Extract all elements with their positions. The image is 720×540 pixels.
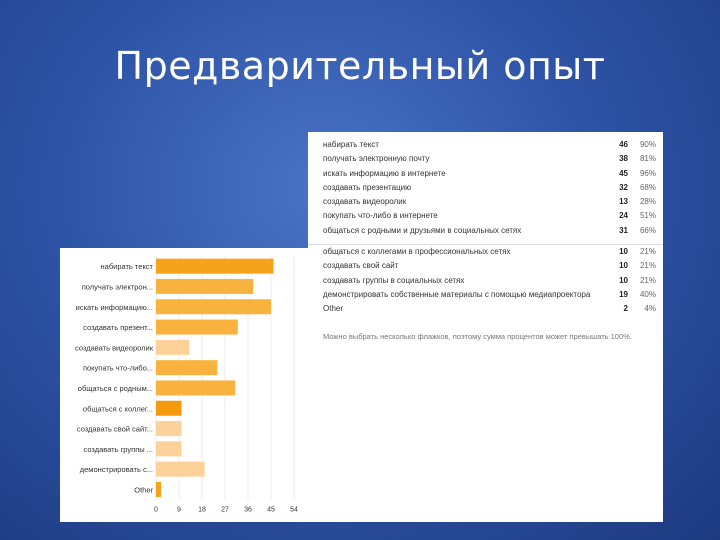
x-tick-label: 45	[267, 507, 275, 514]
y-tick-label: Other	[134, 485, 153, 494]
bar-chart: набирать текст получать электрон... искать…	[75, 256, 298, 514]
bar	[156, 400, 182, 416]
bar	[156, 441, 182, 457]
table-row: Other 2 4%	[308, 302, 663, 316]
row-percent: 81%	[639, 154, 656, 164]
row-count: 38	[619, 154, 628, 164]
row-count: 46	[619, 140, 628, 149]
bar	[156, 421, 182, 437]
y-tick-label: создавать презент...	[83, 323, 153, 332]
y-tick-label: общаться с коллег...	[83, 404, 153, 413]
row-label: искать информацию в интернете	[323, 168, 446, 178]
row-label: покупать что-либо в интернете	[323, 211, 438, 221]
row-count: 32	[619, 182, 628, 192]
bar	[156, 299, 271, 315]
row-label: Other	[323, 304, 344, 314]
row-percent: 4%	[644, 304, 656, 314]
row-percent: 21%	[639, 261, 656, 271]
x-tick-label: 9	[177, 507, 181, 514]
row-count: 10	[619, 247, 628, 257]
row-count: 31	[619, 225, 628, 235]
row-count: 19	[619, 289, 628, 299]
row-label: создавать видеоролик	[323, 197, 407, 207]
bar	[156, 258, 274, 274]
row-label: создавать презентацию	[323, 182, 412, 192]
row-count: 24	[619, 211, 628, 221]
y-tick-label: создавать группы ...	[84, 445, 154, 454]
table-row: создавать свой сайт 10 21%	[308, 259, 663, 273]
table-row: общаться с коллегами в профессиональных …	[308, 244, 663, 259]
row-percent: 68%	[639, 182, 656, 192]
x-tick-label: 54	[290, 507, 298, 514]
x-tick-label: 18	[198, 507, 206, 514]
x-tick-label: 0	[154, 507, 158, 514]
row-label: демонстрировать собственные материалы с …	[323, 289, 591, 299]
table-row: создавать группы в социальных сетях 10 21%	[308, 274, 663, 288]
x-tick-label: 36	[244, 507, 252, 514]
row-count: 10	[619, 261, 628, 271]
y-tick-label: создавать видеоролик	[75, 343, 154, 352]
row-percent: 90%	[639, 140, 656, 149]
row-percent: 21%	[639, 247, 656, 257]
row-label: создавать группы в социальных сетях	[323, 275, 465, 285]
y-tick-label: общаться с родным...	[78, 384, 153, 393]
bar	[156, 380, 236, 396]
row-label: создавать свой сайт	[323, 261, 399, 271]
x-tick-label: 27	[221, 507, 229, 514]
table-row: искать информацию в интернете 45 96%	[308, 167, 663, 181]
bar-chart-panel: набирать текст получать электрон... искать…	[60, 248, 308, 522]
row-label: общаться с коллегами в профессиональных …	[323, 247, 511, 257]
row-count: 10	[619, 275, 628, 285]
results-table: набирать текст 46 90% получать электронную …	[308, 138, 663, 317]
row-percent: 40%	[639, 289, 656, 299]
y-tick-label: получать электрон...	[82, 282, 153, 291]
bar	[156, 319, 238, 335]
row-label: получать электронную почту	[323, 154, 430, 164]
slide-title: Предварительный опыт	[114, 44, 606, 88]
row-count: 2	[623, 304, 628, 314]
row-label: набирать текст	[323, 140, 379, 149]
bar	[156, 481, 162, 497]
table-row: общаться с родными и друзьями в социальн…	[308, 224, 663, 238]
y-tick-label: набирать текст	[101, 262, 154, 271]
table-row: получать электронную почту 38 81%	[308, 152, 663, 166]
table-row: создавать презентацию 32 68%	[308, 181, 663, 195]
y-tick-label: демонстрировать с...	[80, 465, 153, 474]
table-row: демонстрировать собственные материалы с …	[308, 288, 663, 302]
row-count: 13	[619, 197, 628, 207]
y-tick-label: создавать свой сайт...	[77, 425, 153, 434]
results-table-panel: набирать текст 46 90% получать электронную …	[308, 132, 663, 522]
bar	[156, 360, 218, 376]
y-tick-label: искать информацию...	[76, 303, 153, 312]
row-percent: 28%	[639, 197, 656, 207]
y-tick-label: покупать что-либо...	[83, 364, 153, 373]
row-count: 45	[619, 168, 628, 178]
bar	[156, 461, 205, 477]
table-row: набирать текст 46 90%	[308, 138, 663, 152]
table-row: покупать что-либо в интернете 24 51%	[308, 209, 663, 223]
table-footnote: Можно выбрать несколько флажков, поэтому…	[323, 332, 632, 341]
row-percent: 21%	[639, 275, 656, 285]
row-percent: 51%	[639, 211, 656, 221]
table-row: создавать видеоролик 13 28%	[308, 195, 663, 209]
bar	[156, 278, 254, 294]
row-label: общаться с родными и друзьями в социальн…	[323, 225, 522, 235]
row-percent: 66%	[639, 225, 656, 235]
bar	[156, 339, 190, 355]
row-percent: 96%	[639, 168, 656, 178]
